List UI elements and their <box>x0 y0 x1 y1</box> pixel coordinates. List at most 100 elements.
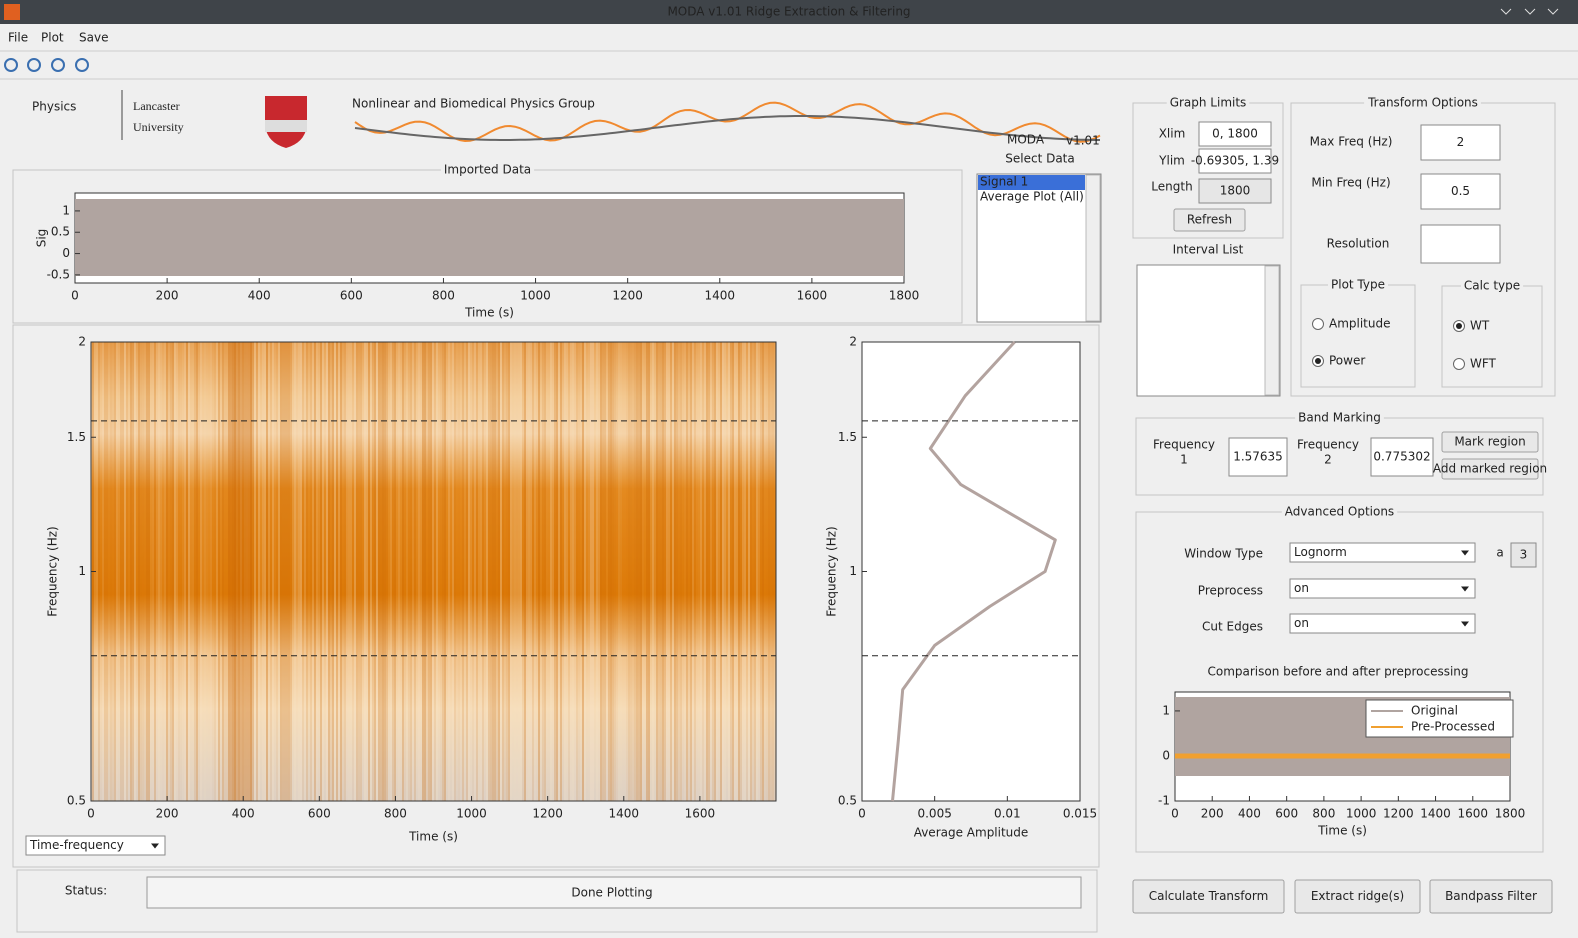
max-freq-input[interactable] <box>1420 124 1501 161</box>
label: Window Type <box>1184 547 1263 561</box>
x-axis-label: Average Amplitude <box>914 826 1029 840</box>
transform-panel-title: Transform Options <box>1367 96 1478 110</box>
y-tick-label: 0 <box>62 246 70 260</box>
x-tick-label: 0.005 <box>917 807 951 821</box>
label: Min Freq (Hz) <box>1311 176 1390 190</box>
x-tick-label: 1000 <box>1346 807 1377 821</box>
band-panel <box>1135 417 1544 496</box>
mark-region-button[interactable] <box>1441 431 1539 453</box>
menu-item[interactable]: Save <box>79 31 108 45</box>
x-tick-label: 1600 <box>1458 807 1489 821</box>
spectrogram <box>91 342 776 801</box>
band-panel-title: Band Marking <box>1298 411 1381 425</box>
logo-university: University <box>133 120 184 134</box>
length-input[interactable] <box>1198 178 1272 204</box>
x-tick-label: 400 <box>232 807 255 821</box>
dropdown-arrow <box>1461 550 1469 556</box>
comparison-title: Comparison before and after preprocessin… <box>1207 665 1468 679</box>
plot-selector-value: Time-frequency <box>29 838 124 852</box>
x-tick-label: 600 <box>1275 807 1298 821</box>
xlim-input[interactable] <box>1198 121 1272 147</box>
menu-item[interactable]: Plot <box>41 31 64 45</box>
toolbar-button[interactable] <box>75 58 89 72</box>
status-box <box>146 876 1082 909</box>
logo-group: Nonlinear and Biomedical Physics Group <box>352 97 595 111</box>
window-type-select[interactable] <box>1289 542 1476 563</box>
logo-version: v1.01 <box>1066 134 1100 148</box>
ylim-input[interactable] <box>1198 148 1272 174</box>
list-item[interactable]: Signal 1 <box>980 175 1028 189</box>
spectrogram-texture <box>91 342 776 801</box>
action-button[interactable] <box>1132 879 1285 914</box>
toolbar-button[interactable] <box>27 58 41 72</box>
y-tick-label: 1 <box>62 203 70 217</box>
scrollbar <box>1264 265 1280 396</box>
legend-label: Pre-Processed <box>1411 720 1495 734</box>
x-tick-label: 0 <box>87 807 95 821</box>
x-tick-label: 400 <box>248 289 271 303</box>
interval-listbox[interactable] <box>1136 264 1281 397</box>
y-tick-label: 1.5 <box>67 430 86 444</box>
legend-label: Original <box>1411 704 1458 718</box>
title-bg <box>1460 284 1524 288</box>
interval-list-title: Interval List <box>1173 243 1244 257</box>
y-axis-label: Sig <box>35 229 49 248</box>
y-tick-label: 2 <box>849 335 857 349</box>
freq2-input[interactable] <box>1370 437 1434 477</box>
refresh-button[interactable] <box>1173 208 1246 232</box>
min-freq-input-value: 0.5 <box>1451 184 1470 198</box>
action-button[interactable] <box>1429 879 1553 914</box>
min-freq-input[interactable] <box>1420 173 1501 210</box>
x-tick-label: 200 <box>156 289 179 303</box>
x-tick-label: 800 <box>432 289 455 303</box>
logo-shield-base <box>265 120 307 132</box>
x-tick-label: 0.015 <box>1063 807 1097 821</box>
y-tick-label: 0.5 <box>67 794 86 808</box>
toolbar-button[interactable] <box>51 58 65 72</box>
x-tick-label: 200 <box>156 807 179 821</box>
add-region-button[interactable] <box>1441 458 1539 480</box>
ylim-input-value: -0.69305, 1.39 <box>1191 154 1279 168</box>
title-bg <box>1364 101 1481 105</box>
main-panel <box>12 324 1100 868</box>
title-bg <box>440 168 535 172</box>
action-button[interactable] <box>1294 879 1421 914</box>
preprocess-select[interactable] <box>1289 578 1476 599</box>
select-data-label: Select Data <box>1005 152 1075 166</box>
window-control[interactable] <box>1500 8 1512 15</box>
scrollbar <box>1085 174 1101 322</box>
spectrogram-event <box>228 342 252 801</box>
radio-button[interactable] <box>1312 318 1324 330</box>
radio-button[interactable] <box>1453 358 1465 370</box>
label: Resolution <box>1327 237 1390 251</box>
resolution-input[interactable] <box>1420 224 1501 264</box>
window-control[interactable] <box>1524 8 1536 15</box>
menu-item[interactable]: File <box>8 31 28 45</box>
window-control[interactable] <box>1547 8 1559 15</box>
freq1-input[interactable] <box>1228 437 1288 477</box>
action-button-label: Bandpass Filter <box>1445 889 1537 903</box>
y-tick-label: -0.5 <box>47 267 70 281</box>
plot-area <box>861 341 1081 802</box>
status-message: Done Plotting <box>571 886 652 900</box>
logo-wave <box>354 115 1100 141</box>
y-tick-label: 1 <box>78 564 86 578</box>
plot-selector[interactable] <box>25 835 166 856</box>
xlim-input-value: 0, 1800 <box>1212 127 1258 141</box>
mark-region-button-label: Mark region <box>1454 435 1525 449</box>
x-axis-label: Time (s) <box>1317 824 1367 838</box>
y-tick-label: 0.5 <box>51 225 70 239</box>
cut-edges-select[interactable] <box>1289 613 1476 634</box>
length-input-value: 1800 <box>1220 184 1251 198</box>
graph-limits-panel-title: Graph Limits <box>1170 96 1247 110</box>
app-icon <box>4 4 20 20</box>
list-item[interactable]: Average Plot (All) <box>980 190 1084 204</box>
data-listbox[interactable] <box>976 173 1102 323</box>
a-input[interactable] <box>1510 542 1537 568</box>
toolbar-button[interactable] <box>4 58 18 72</box>
y-tick-label: 1 <box>1162 703 1170 717</box>
refresh-button-label: Refresh <box>1187 213 1232 227</box>
label: a <box>1496 546 1503 560</box>
radio-panel <box>1441 285 1543 388</box>
label: Length <box>1151 180 1192 194</box>
